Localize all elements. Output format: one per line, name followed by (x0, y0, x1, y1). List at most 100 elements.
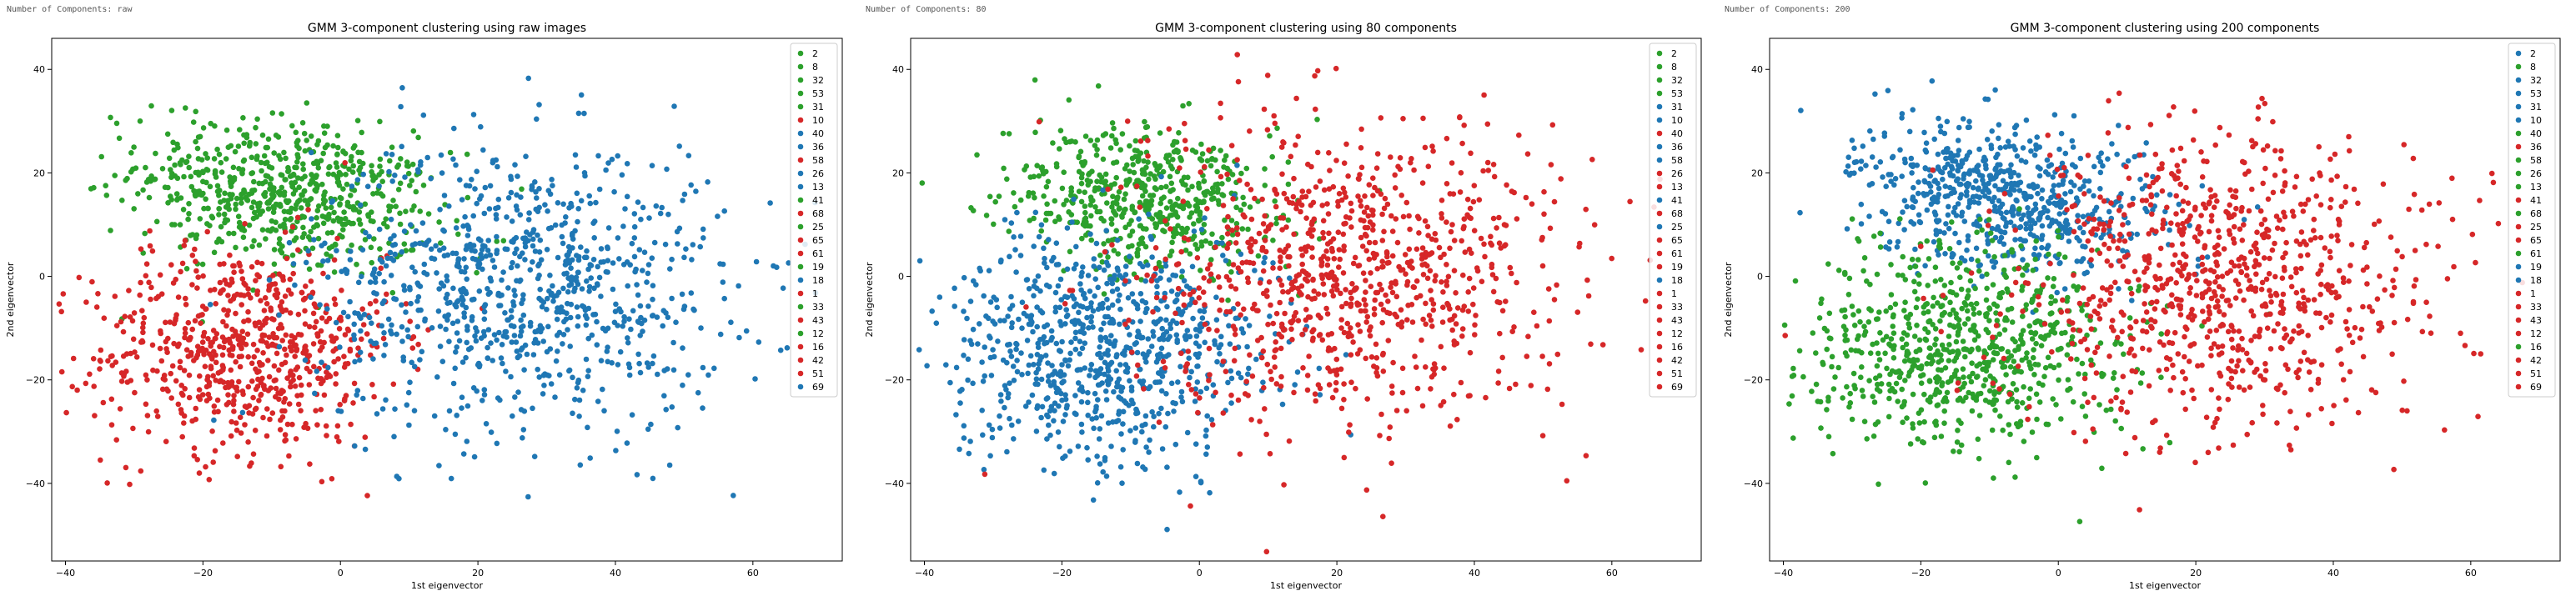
data-point (1559, 401, 1565, 408)
data-point (1496, 214, 1502, 221)
data-point (1155, 370, 1162, 376)
data-point (515, 173, 520, 179)
data-point (680, 345, 685, 351)
data-point (1182, 120, 1188, 127)
data-point (357, 221, 364, 228)
data-point (1400, 116, 1406, 122)
data-point (1326, 186, 1333, 192)
data-point (354, 177, 361, 183)
data-point (584, 248, 590, 254)
data-point (360, 171, 367, 178)
data-point (326, 164, 332, 171)
data-point (1122, 278, 1128, 284)
data-point (1858, 158, 1865, 164)
data-point (520, 345, 525, 351)
data-point (1078, 180, 1085, 187)
data-point (1395, 163, 1401, 170)
data-point (991, 221, 997, 228)
data-point (213, 378, 218, 383)
data-point (1482, 253, 1488, 260)
data-point (1152, 245, 1159, 251)
data-point (1133, 410, 1139, 417)
data-point (1343, 287, 1348, 293)
data-point (211, 417, 217, 423)
legend-marker (1656, 263, 1663, 270)
data-point (1323, 248, 1329, 254)
data-point (1175, 306, 1182, 313)
data-point (663, 310, 669, 316)
data-point (1259, 244, 1266, 251)
data-point (675, 424, 680, 431)
data-point (1400, 213, 1407, 220)
data-point (328, 204, 334, 211)
data-point (638, 216, 644, 223)
data-point (249, 243, 255, 250)
data-point (1126, 317, 1132, 323)
data-point (387, 158, 393, 164)
data-point (1083, 232, 1089, 238)
data-point (1531, 309, 1537, 316)
data-point (177, 364, 183, 371)
data-point (1088, 318, 1094, 325)
data-point (104, 480, 110, 486)
data-point (470, 255, 476, 262)
data-point (469, 248, 475, 253)
data-point (204, 228, 210, 235)
data-point (1045, 178, 1052, 185)
data-point (626, 316, 632, 323)
data-point (753, 258, 760, 265)
data-point (1063, 307, 1069, 313)
y-tick-label: 40 (892, 64, 904, 75)
data-point (2091, 193, 2096, 199)
data-point (650, 475, 656, 482)
data-point (421, 261, 428, 268)
data-point (500, 360, 505, 367)
data-point (226, 399, 232, 406)
data-point (245, 439, 251, 445)
data-point (1009, 320, 1015, 326)
data-point (142, 230, 148, 237)
data-point (1472, 332, 1478, 338)
legend-marker (797, 143, 804, 150)
data-point (1310, 276, 1316, 283)
data-point (1383, 292, 1388, 298)
data-point (245, 383, 252, 390)
data-point (660, 323, 665, 329)
data-point (1168, 180, 1175, 187)
data-point (1071, 266, 1077, 272)
data-point (2162, 208, 2168, 215)
data-point (559, 222, 565, 228)
data-point (414, 298, 420, 304)
data-point (539, 303, 545, 310)
data-point (216, 212, 222, 218)
data-point (191, 445, 198, 451)
data-point (1285, 181, 1292, 188)
data-point (1444, 135, 1450, 142)
data-point (379, 168, 384, 175)
data-point (519, 186, 525, 193)
header-label: Number of Components: (7, 5, 113, 14)
data-point (989, 426, 996, 433)
data-point (1088, 237, 1094, 243)
data-point (1095, 83, 1102, 89)
data-point (410, 128, 417, 134)
data-point (1149, 408, 1155, 415)
data-point (2081, 178, 2088, 184)
data-point (205, 336, 211, 342)
data-point (1464, 212, 1470, 218)
data-point (202, 363, 208, 370)
data-point (1529, 201, 1535, 207)
data-point (225, 379, 231, 386)
data-point (1154, 283, 1160, 290)
data-point (1234, 52, 1240, 58)
data-point (131, 310, 138, 316)
data-point (269, 342, 275, 348)
data-point (163, 338, 169, 345)
data-point (408, 222, 414, 228)
data-point (974, 152, 980, 158)
data-point (1140, 351, 1147, 358)
data-point (1374, 188, 1381, 194)
data-point (570, 277, 575, 283)
data-point (1489, 261, 1495, 268)
data-point (372, 279, 379, 285)
